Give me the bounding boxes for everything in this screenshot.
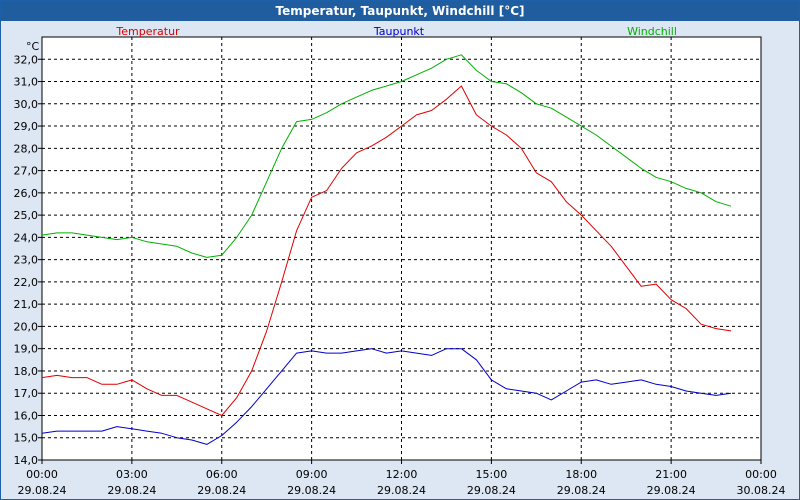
y-tick-label: 23,0: [14, 254, 39, 267]
series-line-taupunkt: [41, 348, 732, 445]
x-tick-date: 29.08.24: [197, 484, 246, 497]
series-line-temperatur: [41, 85, 732, 416]
y-tick-label: 18,0: [14, 365, 39, 378]
series-line-windchill: [41, 54, 732, 258]
y-tick-label: 14,0: [14, 454, 39, 467]
x-tick-time: 00:00: [26, 468, 58, 481]
y-tick-label: 31,0: [14, 76, 39, 89]
x-tick-time: 09:00: [296, 468, 328, 481]
x-tick-time: 12:00: [386, 468, 418, 481]
y-tick-label: 17,0: [14, 387, 39, 400]
x-tick-time: 15:00: [476, 468, 508, 481]
y-axis-unit: °C: [26, 40, 40, 53]
x-tick-date: 29.08.24: [647, 484, 696, 497]
y-tick-label: 24,0: [14, 231, 39, 244]
y-tick-label: 28,0: [14, 142, 39, 155]
x-tick-time: 06:00: [206, 468, 238, 481]
y-tick-label: 25,0: [14, 209, 39, 222]
y-tick-label: 16,0: [14, 409, 39, 422]
x-tick-time: 18:00: [565, 468, 597, 481]
y-tick-label: 21,0: [14, 298, 39, 311]
x-tick-date: 30.08.24: [737, 484, 786, 497]
x-tick-date: 29.08.24: [287, 484, 336, 497]
x-tick-date: 29.08.24: [467, 484, 516, 497]
y-tick-label: 30,0: [14, 98, 39, 111]
x-axis-ticks: 00:00 29.08.24 03:00 29.08.24 06:00 29.08.24 0…: [18, 460, 786, 497]
x-tick-date: 29.08.24: [377, 484, 426, 497]
y-tick-label: 19,0: [14, 343, 39, 356]
y-tick-label: 27,0: [14, 165, 39, 178]
y-tick-label: 26,0: [14, 187, 39, 200]
x-tick-time: 03:00: [116, 468, 148, 481]
grid-lines: [42, 37, 761, 460]
legend-windchill: Windchill: [627, 25, 677, 38]
x-tick-time: 21:00: [655, 468, 687, 481]
y-tick-label: 22,0: [14, 276, 39, 289]
y-tick-label: 15,0: [14, 432, 39, 445]
legend-temperatur: Temperatur: [115, 25, 180, 38]
x-tick-date: 29.08.24: [107, 484, 156, 497]
y-axis-ticks: 14,0 15,0 16,0 17,0 18,0 19,0 20,0 21,0 22,0 23,0…: [14, 53, 42, 467]
y-tick-label: 20,0: [14, 320, 39, 333]
x-tick-date: 29.08.24: [557, 484, 606, 497]
series-lines: [41, 54, 732, 445]
x-tick-time: 00:00: [745, 468, 777, 481]
x-tick-date: 29.08.24: [18, 484, 67, 497]
y-tick-label: 29,0: [14, 120, 39, 133]
chart-title: Temperatur, Taupunkt, Windchill [°C]: [1, 1, 799, 21]
legend-taupunkt: Taupunkt: [373, 25, 425, 38]
y-tick-label: 32,0: [14, 53, 39, 66]
legend: Temperatur Taupunkt Windchill: [115, 25, 677, 38]
